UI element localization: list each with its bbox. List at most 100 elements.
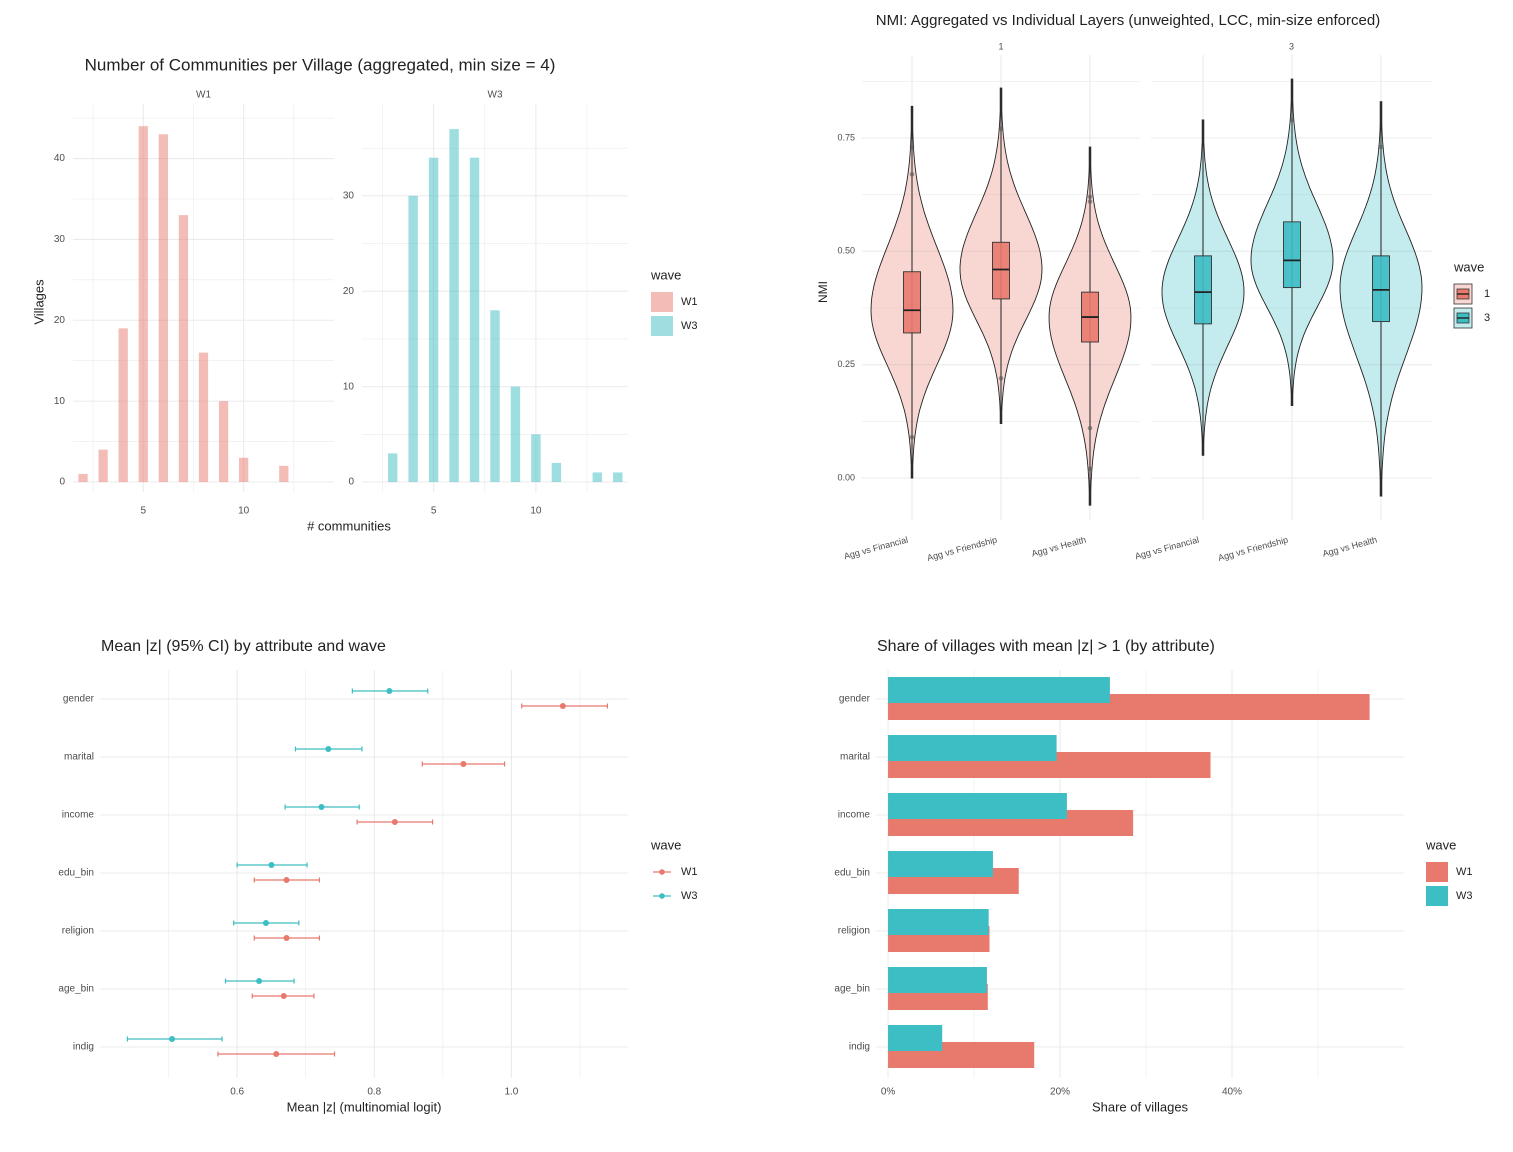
y-axis-label: NMI (816, 281, 830, 303)
legend-title: wave (1453, 259, 1484, 274)
y-tick-label: 0 (59, 477, 65, 488)
mean-point (262, 920, 269, 926)
y-tick-label: 0.00 (837, 472, 855, 482)
facet-strip-label: W1 (196, 90, 211, 101)
x-axis-label: Mean |z| (multinomial logit) (287, 1099, 442, 1114)
box-outlier (1087, 194, 1093, 200)
y-tick-label: age_bin (58, 984, 94, 995)
chart-title: Mean |z| (95% CI) by attribute and wave (101, 638, 386, 655)
y-tick-label: 10 (343, 381, 355, 392)
pointrange-chart: Mean |z| (95% CI) by attribute and wave M… (58, 638, 697, 1114)
x-tick-label: Agg vs Health (1030, 535, 1087, 559)
y-tick-label: religion (62, 926, 94, 937)
histogram-bar (198, 352, 209, 482)
histogram-chart: Number of Communities per Village (aggre… (31, 55, 697, 533)
histogram-bar (279, 465, 289, 482)
mean-point (268, 862, 275, 868)
y-tick-label: 40 (54, 153, 66, 164)
legend-key (1426, 862, 1448, 882)
histogram-bar (239, 457, 249, 482)
x-tick-label: 5 (431, 506, 437, 517)
histogram-bar (218, 401, 229, 482)
histogram-bar (78, 473, 88, 482)
share-bar (888, 677, 1110, 703)
share-bar (888, 909, 989, 935)
facet-panel-3: 3 Agg vs Financial Agg vs Friendship Agg vs… (1134, 41, 1432, 563)
legend-label: 1 (1484, 288, 1490, 300)
y-tick-label: age_bin (834, 984, 870, 995)
legend-label: W3 (681, 320, 698, 332)
y-tick-label: 0.75 (837, 132, 855, 142)
legend-label: W1 (681, 866, 698, 878)
mean-point (273, 1051, 280, 1057)
histogram-bar (158, 134, 168, 482)
legend-label: W1 (681, 296, 698, 308)
legend-title: wave (650, 837, 681, 852)
x-tick-label: 0% (881, 1087, 896, 1098)
x-tick-label: 40% (1222, 1087, 1242, 1098)
legend-label: W1 (1456, 866, 1473, 878)
y-tick-label: 20 (343, 286, 355, 297)
y-tick-label: edu_bin (834, 868, 870, 879)
x-tick-label: Agg vs Financial (843, 535, 909, 562)
x-tick-label: Agg vs Financial (1134, 535, 1200, 562)
legend-label: W3 (681, 890, 698, 902)
facet-panel-1: 1 Agg vs Financial Agg vs Friendship Agg vs… (843, 41, 1140, 563)
y-tick-label: edu_bin (58, 868, 94, 879)
mean-point (283, 935, 290, 941)
x-axis-label: # communities (307, 518, 391, 533)
y-tick-label: indig (849, 1042, 870, 1053)
y-tick-label: gender (839, 694, 871, 705)
facet-strip-label: 3 (1289, 41, 1294, 51)
mean-point (256, 978, 263, 984)
legend-label: 3 (1484, 312, 1490, 324)
histogram-bar (490, 310, 500, 482)
facet-panel-W3: W3 0 10 20 30 5 10 (343, 90, 628, 517)
box-outlier (1087, 466, 1093, 472)
share-bar (888, 851, 993, 877)
y-tick-label: 0.50 (837, 246, 855, 256)
histogram-bar (408, 195, 418, 482)
histogram-bar (613, 472, 623, 482)
y-tick-label: 0 (348, 477, 354, 488)
mean-point (280, 993, 287, 999)
histogram-bar (531, 434, 541, 482)
box-iqr (903, 271, 921, 334)
y-tick-label: marital (840, 752, 870, 763)
x-tick-label: 20% (1050, 1087, 1070, 1098)
box-iqr (1283, 221, 1301, 289)
y-tick-label: 30 (343, 190, 355, 201)
facet-panel-W1: W1 0 10 20 30 40 5 10 (54, 90, 334, 517)
chart-title: Share of villages with mean |z| > 1 (by … (877, 638, 1215, 655)
box-outlier (998, 126, 1004, 132)
mean-point (391, 819, 398, 825)
y-tick-label: 20 (54, 315, 66, 326)
box-outlier (1087, 199, 1093, 204)
share-bar (888, 735, 1057, 761)
box-outlier (998, 375, 1004, 381)
y-axis-label: Villages (31, 279, 46, 325)
y-tick-label: 0.25 (837, 359, 855, 369)
legend-label: W3 (1456, 890, 1473, 902)
share-bar-chart: Share of villages with mean |z| > 1 (by … (834, 638, 1472, 1114)
box-outlier (1087, 425, 1093, 431)
box-iqr (992, 241, 1010, 300)
x-tick-label: 1.0 (504, 1087, 518, 1098)
y-tick-label: 10 (54, 396, 66, 407)
histogram-bar (178, 215, 189, 482)
y-tick-label: religion (838, 926, 870, 937)
share-bar (888, 967, 987, 993)
legend-key (659, 893, 665, 899)
x-axis-label: Share of villages (1092, 1099, 1189, 1114)
legend-key (659, 869, 665, 875)
mean-point (169, 1036, 175, 1042)
box-outlier (1378, 144, 1384, 150)
legend-key (1426, 886, 1448, 906)
box-outlier (909, 434, 915, 440)
y-tick-label: indig (73, 1042, 94, 1053)
y-tick-label: 30 (54, 234, 66, 245)
box-iqr (1372, 255, 1390, 323)
chart-title: Number of Communities per Village (aggre… (85, 55, 556, 74)
histogram-bar (551, 462, 562, 482)
